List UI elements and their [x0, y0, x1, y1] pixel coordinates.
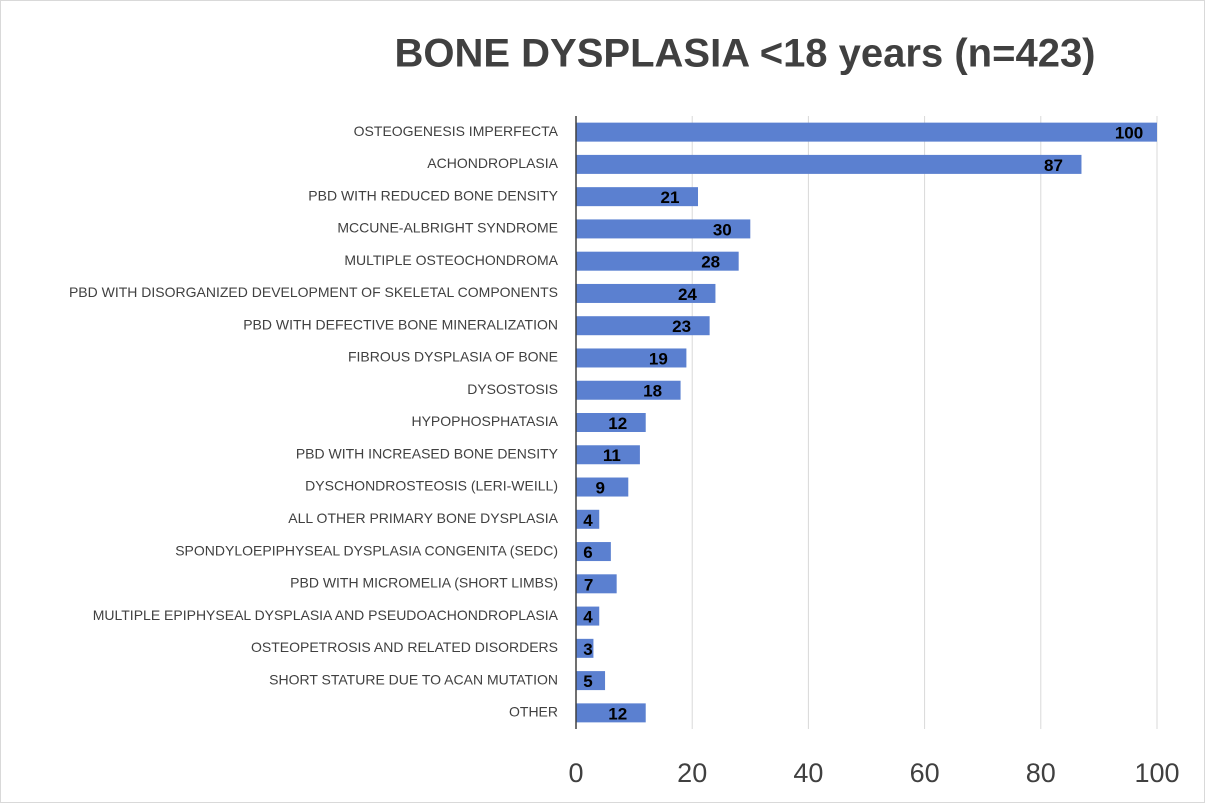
value-label: 30: [713, 220, 732, 239]
y-tick-label: ACHONDROPLASIA: [427, 155, 558, 171]
y-tick-label: OSTEOPETROSIS AND RELATED DISORDERS: [251, 639, 558, 655]
value-label: 21: [661, 188, 680, 207]
y-tick-label: PBD WITH DEFECTIVE BONE MINERALIZATION: [243, 316, 558, 332]
y-tick-label: DYSOSTOSIS: [467, 381, 558, 397]
bar: [576, 316, 710, 336]
bar: [576, 542, 611, 562]
y-tick-label: HYPOPHOSPHATASIA: [411, 413, 558, 429]
bar: [576, 348, 687, 368]
bar: [576, 638, 594, 658]
chart-title: BONE DYSPLASIA <18 years (n=423): [394, 32, 1095, 76]
value-label: 7: [584, 575, 593, 594]
value-label: 4: [583, 511, 593, 530]
bar: [576, 413, 646, 432]
x-tick-label: 80: [1026, 758, 1056, 788]
y-tick-label: MCCUNE-ALBRIGHT SYNDROME: [337, 220, 558, 236]
y-tick-label: OTHER: [509, 704, 558, 720]
y-tick-label: PBD WITH REDUCED BONE DENSITY: [308, 187, 558, 203]
value-label: 100: [1115, 124, 1143, 143]
value-label: 19: [649, 349, 668, 368]
y-tick-label: PBD WITH DISORGANIZED DEVELOPMENT OF SKE…: [69, 284, 558, 300]
bar: [576, 219, 751, 239]
value-label: 18: [643, 382, 662, 401]
value-label: 9: [596, 479, 605, 498]
x-tick-label: 100: [1134, 758, 1179, 788]
bar: [576, 574, 617, 594]
value-label: 12: [608, 414, 627, 433]
value-label: 4: [583, 608, 593, 627]
bar: [576, 509, 600, 529]
x-tick-label: 0: [568, 758, 583, 788]
y-tick-label: SHORT STATURE DUE TO ACAN MUTATION: [269, 671, 558, 687]
y-tick-label: DYSCHONDROSTEOSIS (LERI-WEILL): [305, 478, 558, 494]
value-label: 23: [672, 317, 691, 336]
bar: [576, 283, 716, 303]
x-tick-label: 20: [677, 758, 707, 788]
y-tick-label: MULTIPLE OSTEOCHONDROMA: [344, 252, 558, 268]
y-tick-label: SPONDYLOEPIPHYSEAL DYSPLASIA CONGENITA (…: [175, 542, 558, 558]
value-label: 3: [583, 640, 592, 659]
value-label: 6: [583, 543, 592, 562]
bar: [576, 703, 646, 723]
y-tick-label: PBD WITH INCREASED BONE DENSITY: [296, 445, 559, 461]
value-label: 11: [603, 446, 621, 465]
bar: [576, 671, 606, 691]
bar: [576, 477, 629, 497]
x-tick-label: 40: [793, 758, 823, 788]
bar: [576, 154, 1082, 174]
value-label: 28: [701, 253, 720, 272]
y-tick-label: PBD WITH MICROMELIA (SHORT LIMBS): [290, 575, 558, 591]
bar: [576, 187, 699, 207]
bar: [576, 380, 681, 400]
y-tick-label: MULTIPLE EPIPHYSEAL DYSPLASIA AND PSEUDO…: [93, 607, 559, 623]
y-tick-label: FIBROUS DYSPLASIA OF BONE: [348, 349, 558, 365]
bar: [576, 445, 640, 465]
bar: [576, 122, 1157, 142]
value-label: 24: [678, 285, 697, 304]
bar: [576, 606, 600, 626]
value-label: 12: [608, 704, 627, 723]
y-tick-label: OSTEOGENESIS IMPERFECTA: [354, 123, 559, 139]
value-label: 5: [583, 672, 592, 691]
y-tick-label: ALL OTHER PRIMARY BONE DYSPLASIA: [288, 510, 558, 526]
x-tick-label: 60: [910, 758, 940, 788]
bar: [576, 251, 739, 271]
value-label: 87: [1044, 156, 1063, 175]
